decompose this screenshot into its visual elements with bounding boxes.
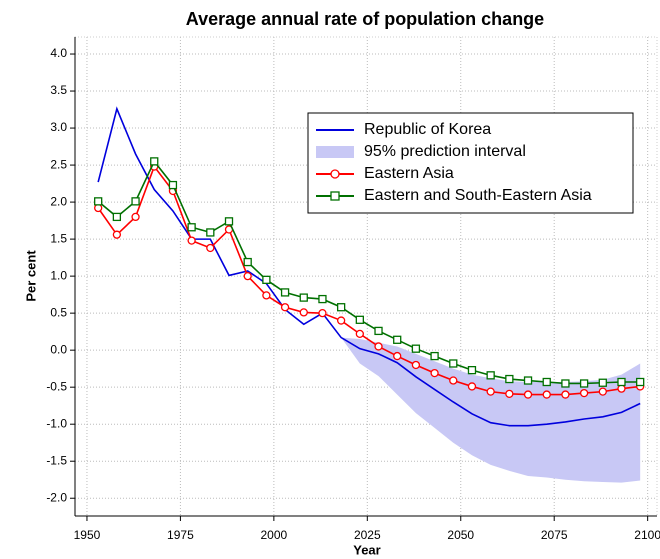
x-tick-label: 1950 (74, 528, 101, 542)
marker (243, 257, 252, 267)
y-axis-label: Per cent (23, 250, 38, 302)
marker (168, 180, 178, 190)
marker (467, 366, 477, 375)
marker (542, 390, 551, 399)
marker (280, 303, 290, 312)
marker (505, 389, 514, 398)
marker (224, 217, 234, 226)
x-tick-label: 2100 (634, 528, 660, 542)
marker (523, 376, 533, 385)
y-tick-label: 2.0 (50, 194, 67, 208)
legend-box (307, 112, 634, 214)
marker (598, 378, 607, 387)
legend-label: Eastern and South-Eastern Asia (364, 187, 592, 204)
marker (486, 371, 495, 380)
legend-swatch (316, 146, 354, 158)
marker (206, 228, 215, 237)
marker (150, 157, 159, 166)
x-tick-label: 2050 (447, 528, 474, 542)
marker (393, 335, 402, 344)
legend-label: Republic of Korea (364, 121, 491, 138)
marker (318, 308, 327, 318)
marker (243, 271, 252, 281)
marker (299, 293, 308, 302)
marker (542, 377, 551, 387)
marker (206, 243, 215, 253)
marker (598, 387, 607, 396)
y-tick-label: -0.5 (46, 379, 67, 393)
marker (336, 316, 346, 325)
y-tick-label: 0.5 (50, 305, 67, 319)
marker (355, 315, 364, 324)
y-tick-label: 0.0 (50, 342, 67, 356)
y-tick-label: 2.5 (50, 157, 67, 171)
marker (94, 197, 103, 206)
marker (374, 326, 383, 336)
x-axis-label: Year (353, 542, 380, 557)
marker (94, 203, 103, 213)
marker (280, 288, 290, 297)
marker (561, 379, 570, 388)
marker (355, 329, 364, 339)
marker (561, 390, 570, 399)
marker (262, 275, 271, 284)
marker (131, 212, 140, 222)
chart-title: Average annual rate of population change (186, 9, 544, 29)
legend-marker (330, 169, 340, 179)
marker (579, 388, 589, 398)
legend-label: Eastern Asia (364, 165, 454, 182)
marker (262, 291, 271, 300)
marker (112, 212, 122, 222)
y-tick-label: 1.5 (50, 231, 67, 245)
legend-label: 95% prediction interval (364, 143, 526, 160)
marker (374, 342, 383, 351)
marker (617, 377, 626, 387)
x-tick-label: 2025 (354, 528, 381, 542)
marker (131, 197, 140, 206)
marker (579, 379, 589, 388)
y-tick-label: 4.0 (50, 46, 67, 60)
x-tick-label: 2000 (261, 528, 288, 542)
prediction-band (341, 337, 641, 483)
marker (486, 387, 495, 396)
marker (505, 374, 514, 384)
plot-frame (74, 36, 658, 517)
x-tick-label: 1975 (167, 528, 194, 542)
marker (636, 377, 645, 387)
marker (187, 223, 196, 232)
legend-marker (330, 191, 340, 201)
y-tick-label: -2.0 (46, 490, 67, 504)
marker (411, 344, 421, 353)
marker (299, 308, 308, 317)
y-tick-label: 3.0 (50, 120, 67, 134)
y-tick-label: -1.0 (46, 416, 67, 430)
marker (187, 236, 196, 245)
marker (411, 360, 421, 370)
marker (393, 351, 402, 361)
marker (523, 390, 533, 399)
marker (449, 359, 458, 368)
y-tick-label: 3.5 (50, 83, 67, 97)
legend: Republic of Korea 95% prediction interval… (307, 112, 634, 214)
marker (112, 230, 122, 239)
marker (430, 351, 439, 361)
marker (467, 382, 477, 391)
marker (430, 368, 439, 378)
marker (336, 303, 346, 312)
y-tick-label: 1.0 (50, 268, 67, 282)
marker (318, 294, 327, 304)
marker (449, 376, 458, 385)
x-tick-label: 2075 (541, 528, 568, 542)
y-tick-label: -1.5 (46, 453, 67, 467)
marker (617, 384, 626, 393)
